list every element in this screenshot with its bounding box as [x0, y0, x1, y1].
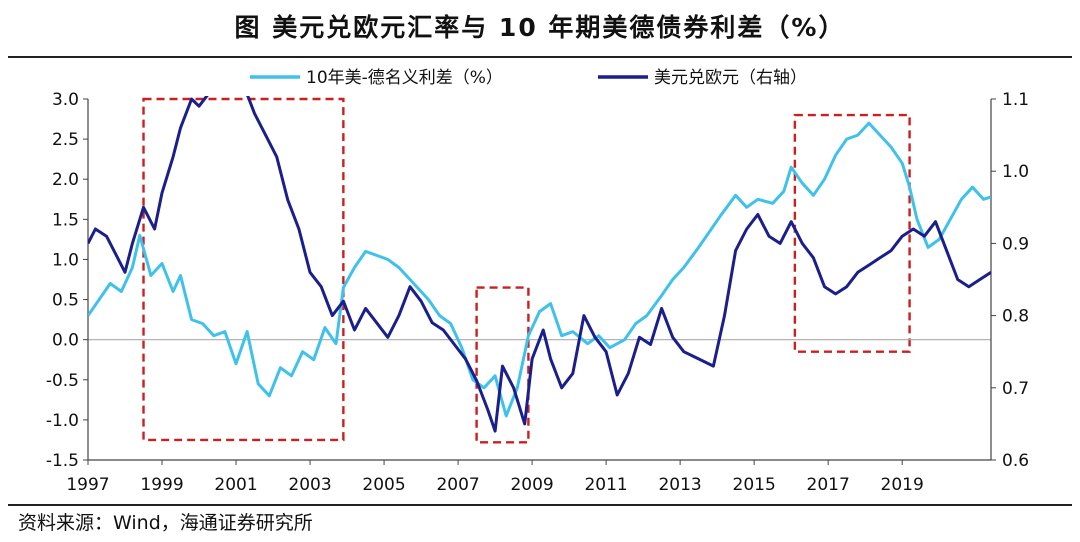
- x-tick-label: 2001: [214, 475, 257, 495]
- x-tick-label: 2011: [584, 475, 627, 495]
- left-tick-label: -0.5: [46, 371, 79, 391]
- left-tick-label: 0.5: [52, 291, 79, 311]
- legend-label-usdeur: 美元兑欧元（右轴）: [654, 68, 807, 88]
- x-tick-label: 2015: [733, 475, 776, 495]
- highlight-boxes: [142, 97, 911, 444]
- axes: 3.0 2.5 2.0 1.5 1.0 0.5 0.0 -0.5 -1.0 -1.5 1.1 1.0 0…: [46, 90, 1029, 495]
- right-tick-label: 0.8: [1002, 307, 1029, 327]
- right-tick-label: 1.1: [1002, 90, 1029, 110]
- x-tick-label: 2013: [658, 475, 701, 495]
- series-line-spread: [88, 121, 991, 418]
- x-tick-label: 2005: [362, 475, 405, 495]
- left-tick-label: -1.0: [46, 411, 79, 431]
- highlight-box: [142, 97, 345, 442]
- x-tick-label: 2009: [510, 475, 553, 495]
- title-divider: [8, 56, 1072, 58]
- x-tick-label: 1999: [140, 475, 183, 495]
- right-tick-label: 0.9: [1002, 234, 1029, 254]
- x-tick-label: 2007: [436, 475, 479, 495]
- right-tick-label: 0.7: [1002, 379, 1029, 399]
- right-tick-label: 0.6: [1002, 451, 1029, 471]
- x-tick-label: 2017: [807, 475, 850, 495]
- chart-title: 图 美元兑欧元汇率与 10 年期美德债券利差（%）: [234, 13, 846, 42]
- legend: 10年美-德名义利差（%） 美元兑欧元（右轴）: [250, 68, 807, 88]
- source-note: 资料来源：Wind，海通证券研究所: [18, 512, 313, 534]
- legend-label-spread: 10年美-德名义利差（%）: [306, 68, 503, 88]
- x-tick-label: 2003: [288, 475, 331, 495]
- right-tick-label: 1.0: [1002, 162, 1029, 182]
- x-tick-label: 2019: [881, 475, 924, 495]
- left-tick-label: 0.0: [52, 331, 79, 351]
- chart-svg: 10年美-德名义利差（%） 美元兑欧元（右轴） 3.0 2.5 2.0 1.5 1.0 0.…: [46, 68, 1029, 495]
- left-tick-label: 3.0: [52, 90, 79, 110]
- left-tick-label: 2.0: [52, 170, 79, 190]
- x-tick-label: 1997: [66, 475, 109, 495]
- footer-divider: [8, 504, 1072, 506]
- highlight-box: [793, 113, 911, 353]
- series-line-usdeur: [88, 96, 991, 433]
- series-lines: [88, 96, 991, 433]
- chart-title-bar: 图 美元兑欧元汇率与 10 年期美德债券利差（%）: [8, 2, 1072, 54]
- left-tick-label: 2.5: [52, 130, 79, 150]
- left-tick-label: -1.5: [46, 451, 79, 471]
- left-tick-label: 1.0: [52, 250, 79, 270]
- left-tick-label: 1.5: [52, 210, 79, 230]
